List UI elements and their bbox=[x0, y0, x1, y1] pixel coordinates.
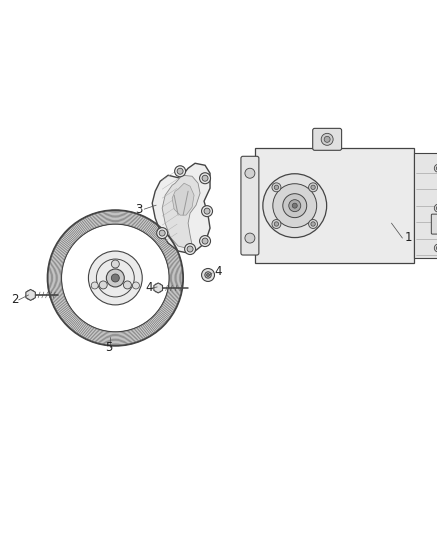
Polygon shape bbox=[152, 163, 210, 253]
Circle shape bbox=[245, 168, 255, 178]
Circle shape bbox=[289, 200, 301, 212]
Circle shape bbox=[272, 220, 281, 229]
Circle shape bbox=[436, 246, 438, 250]
Circle shape bbox=[321, 133, 333, 146]
Circle shape bbox=[200, 236, 211, 247]
Circle shape bbox=[274, 185, 279, 190]
Circle shape bbox=[99, 281, 107, 289]
Circle shape bbox=[106, 269, 124, 287]
Circle shape bbox=[124, 281, 131, 289]
Polygon shape bbox=[162, 175, 200, 248]
Polygon shape bbox=[26, 289, 35, 301]
Circle shape bbox=[283, 193, 307, 217]
Polygon shape bbox=[154, 283, 162, 293]
Circle shape bbox=[434, 164, 438, 172]
Circle shape bbox=[201, 206, 212, 216]
Circle shape bbox=[88, 251, 142, 305]
Circle shape bbox=[111, 260, 119, 268]
Circle shape bbox=[436, 206, 438, 210]
Circle shape bbox=[311, 222, 315, 226]
Circle shape bbox=[207, 273, 209, 277]
FancyBboxPatch shape bbox=[414, 154, 438, 258]
Circle shape bbox=[187, 246, 193, 252]
Circle shape bbox=[309, 183, 318, 192]
Circle shape bbox=[159, 230, 165, 236]
Text: 3: 3 bbox=[135, 203, 143, 216]
Circle shape bbox=[311, 185, 315, 190]
Circle shape bbox=[202, 238, 208, 244]
Text: 1: 1 bbox=[404, 231, 412, 244]
Circle shape bbox=[177, 168, 183, 174]
Circle shape bbox=[111, 274, 119, 282]
Text: 4: 4 bbox=[145, 281, 153, 294]
Text: 5: 5 bbox=[106, 341, 113, 354]
Text: 2: 2 bbox=[11, 293, 18, 306]
Circle shape bbox=[132, 282, 139, 289]
Circle shape bbox=[263, 174, 327, 238]
Circle shape bbox=[184, 244, 196, 255]
Circle shape bbox=[292, 203, 297, 208]
Circle shape bbox=[434, 204, 438, 212]
Circle shape bbox=[201, 269, 215, 281]
FancyBboxPatch shape bbox=[255, 148, 414, 263]
Circle shape bbox=[204, 208, 210, 214]
Circle shape bbox=[205, 272, 211, 278]
Circle shape bbox=[324, 136, 330, 142]
Circle shape bbox=[273, 184, 317, 228]
Circle shape bbox=[272, 183, 281, 192]
Circle shape bbox=[309, 220, 318, 229]
FancyBboxPatch shape bbox=[313, 128, 342, 150]
FancyBboxPatch shape bbox=[241, 156, 259, 255]
Polygon shape bbox=[172, 183, 194, 215]
Circle shape bbox=[200, 173, 211, 184]
Circle shape bbox=[91, 282, 98, 289]
Text: 4: 4 bbox=[214, 265, 222, 278]
Circle shape bbox=[434, 244, 438, 252]
FancyBboxPatch shape bbox=[431, 214, 438, 234]
Circle shape bbox=[157, 228, 168, 239]
Circle shape bbox=[175, 166, 186, 177]
Circle shape bbox=[245, 233, 255, 243]
Circle shape bbox=[202, 175, 208, 181]
Circle shape bbox=[436, 166, 438, 170]
Circle shape bbox=[274, 222, 279, 226]
